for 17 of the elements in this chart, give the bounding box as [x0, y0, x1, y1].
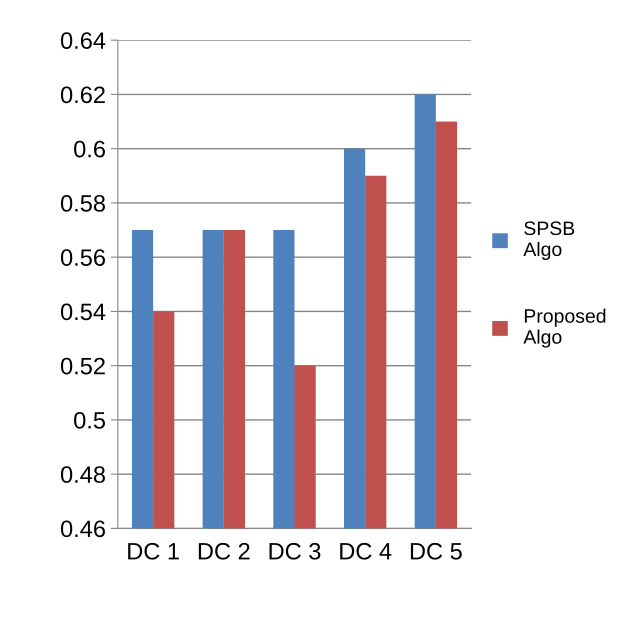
y-tick-label: 0.62	[60, 86, 105, 104]
y-tick-label: 0.48	[60, 466, 105, 483]
y-tick-label: 0.54	[60, 303, 106, 320]
y-tick-label: 0.5	[74, 412, 106, 429]
y-tick-label: 0.56	[60, 249, 105, 266]
legend-label: SPSB Algo	[523, 221, 574, 260]
x-tick-label: DC 4	[340, 542, 392, 560]
x-tick-label: DC 5	[410, 542, 462, 560]
x-tick-label: DC 1	[128, 542, 179, 560]
y-tick-label: 0.46	[60, 520, 105, 538]
y-tick-label: 0.52	[60, 358, 105, 374]
y-tick-label: 0.6	[74, 140, 105, 158]
legend-label: Proposed Algo	[523, 308, 606, 348]
x-tick-label: DC 2	[198, 542, 250, 560]
x-tick-label: DC 3	[270, 542, 320, 560]
y-tick-label: 0.64	[60, 32, 106, 49]
y-tick-label: 0.58	[60, 194, 105, 212]
